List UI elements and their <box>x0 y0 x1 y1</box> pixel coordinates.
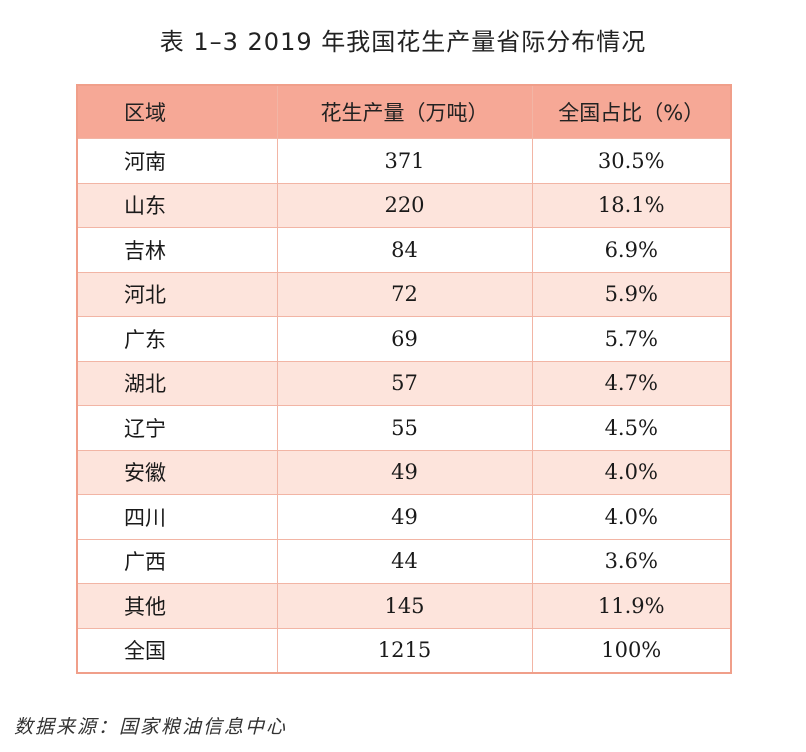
cell-region: 河南 <box>76 138 278 184</box>
cell-share: 3.6% <box>531 538 732 584</box>
cell-share: 18.1% <box>531 182 732 228</box>
cell-production: 49 <box>276 449 533 495</box>
table-row: 安徽 49 4.0% <box>76 449 732 495</box>
cell-share: 100% <box>531 627 732 674</box>
cell-region: 吉林 <box>76 227 278 273</box>
table-row: 吉林 84 6.9% <box>76 227 732 273</box>
production-table: 区域 花生产量（万吨） 全国占比（%） 河南 371 30.5% 山东 220 … <box>76 84 732 674</box>
table-row: 湖北 57 4.7% <box>76 360 732 406</box>
cell-share: 11.9% <box>531 583 732 629</box>
data-source-note: 数据来源：国家粮油信息中心 <box>14 716 288 738</box>
table-row: 河北 72 5.9% <box>76 271 732 317</box>
cell-region: 其他 <box>76 583 278 629</box>
cell-region: 安徽 <box>76 449 278 495</box>
cell-share: 4.0% <box>531 494 732 540</box>
table-row: 辽宁 55 4.5% <box>76 405 732 451</box>
cell-share: 6.9% <box>531 227 732 273</box>
table-row: 四川 49 4.0% <box>76 494 732 540</box>
table-row-total: 全国 1215 100% <box>76 627 732 674</box>
cell-region: 广西 <box>76 538 278 584</box>
cell-share: 5.9% <box>531 271 732 317</box>
cell-production: 72 <box>276 271 533 317</box>
cell-production: 220 <box>276 182 533 228</box>
table-title: 表 1–3 2019 年我国花生产量省际分布情况 <box>159 28 647 56</box>
cell-share: 30.5% <box>531 138 732 184</box>
cell-production: 1215 <box>276 627 533 674</box>
table-row: 河南 371 30.5% <box>76 138 732 184</box>
cell-share: 4.7% <box>531 360 732 406</box>
table-container: 区域 花生产量（万吨） 全国占比（%） 河南 371 30.5% 山东 220 … <box>76 84 732 674</box>
cell-region: 全国 <box>76 627 278 674</box>
cell-production: 49 <box>276 494 533 540</box>
cell-production: 84 <box>276 227 533 273</box>
cell-share: 5.7% <box>531 316 732 362</box>
header-production: 花生产量（万吨） <box>276 84 533 139</box>
cell-production: 371 <box>276 138 533 184</box>
table-row: 其他 145 11.9% <box>76 583 732 629</box>
table-header-row: 区域 花生产量（万吨） 全国占比（%） <box>76 84 732 139</box>
cell-production: 44 <box>276 538 533 584</box>
table-row: 广东 69 5.7% <box>76 316 732 362</box>
header-region: 区域 <box>76 84 278 139</box>
cell-region: 河北 <box>76 271 278 317</box>
cell-region: 广东 <box>76 316 278 362</box>
cell-share: 4.0% <box>531 449 732 495</box>
header-share: 全国占比（%） <box>531 84 732 139</box>
cell-production: 145 <box>276 583 533 629</box>
cell-production: 57 <box>276 360 533 406</box>
cell-region: 山东 <box>76 182 278 228</box>
cell-production: 55 <box>276 405 533 451</box>
cell-region: 湖北 <box>76 360 278 406</box>
cell-region: 辽宁 <box>76 405 278 451</box>
table-row: 广西 44 3.6% <box>76 538 732 584</box>
cell-production: 69 <box>276 316 533 362</box>
cell-region: 四川 <box>76 494 278 540</box>
table-row: 山东 220 18.1% <box>76 182 732 228</box>
cell-share: 4.5% <box>531 405 732 451</box>
